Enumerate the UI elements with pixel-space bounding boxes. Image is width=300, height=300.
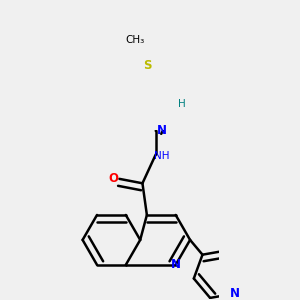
Text: H: H bbox=[178, 99, 186, 109]
Text: N: N bbox=[157, 124, 167, 137]
Text: N: N bbox=[171, 258, 181, 271]
Text: NH: NH bbox=[154, 151, 170, 160]
Text: CH₃: CH₃ bbox=[125, 35, 144, 45]
Text: S: S bbox=[143, 59, 152, 73]
Text: N: N bbox=[230, 287, 240, 300]
Text: O: O bbox=[109, 172, 119, 185]
